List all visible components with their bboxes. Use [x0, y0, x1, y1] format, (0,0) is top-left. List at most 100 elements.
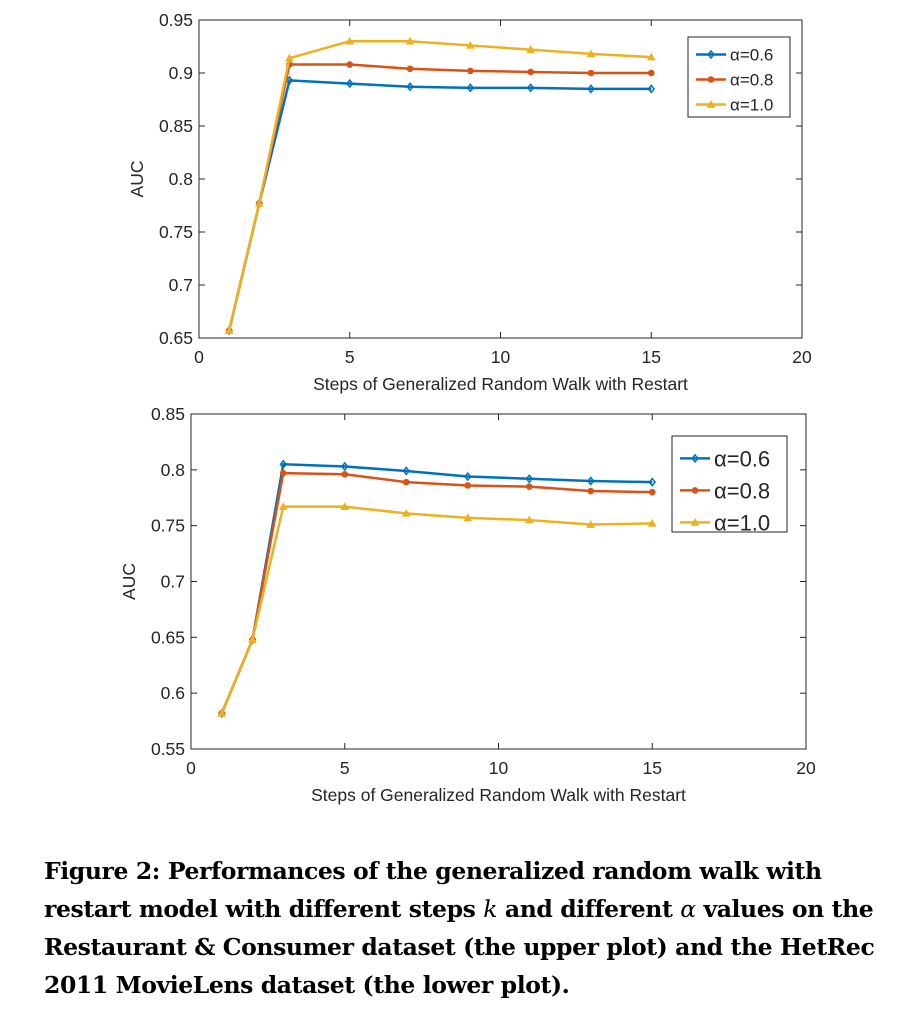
legend-label: α=0.6	[730, 46, 773, 65]
y-tick-label: 0.8	[169, 169, 193, 189]
data-point	[587, 84, 595, 94]
data-point	[217, 708, 227, 717]
caption-alpha-symbol: α	[680, 895, 696, 923]
caption-label: Figure 2:	[44, 857, 161, 885]
x-axis-label: Steps of Generalized Random Walk with Re…	[311, 785, 686, 805]
x-tick-label: 20	[796, 758, 816, 778]
data-point	[525, 483, 533, 490]
data-point	[648, 477, 657, 487]
data-point	[587, 69, 595, 77]
data-point	[586, 520, 596, 528]
data-point	[346, 61, 354, 68]
data-point	[463, 471, 472, 482]
data-point	[224, 326, 234, 334]
data-point	[285, 75, 294, 86]
data-point	[401, 508, 411, 517]
legend-label: α=1.0	[730, 96, 773, 115]
x-tick-label: 0	[186, 758, 196, 778]
data-point	[463, 513, 473, 522]
data-point	[524, 515, 534, 524]
x-tick-label: 5	[340, 758, 350, 778]
data-point	[647, 84, 656, 94]
data-point	[691, 487, 699, 494]
data-point	[707, 49, 715, 60]
x-tick-label: 10	[489, 758, 509, 778]
data-point	[647, 518, 657, 527]
data-point	[406, 65, 414, 73]
x-tick-label: 15	[643, 758, 662, 778]
data-point	[279, 469, 287, 477]
legend-label: α=0.8	[730, 71, 773, 90]
data-point	[691, 453, 699, 464]
y-tick-label: 0.85	[159, 116, 193, 136]
data-point	[586, 476, 595, 486]
x-tick-label: 15	[642, 347, 661, 367]
data-point	[402, 466, 411, 476]
y-tick-label: 0.9	[169, 63, 193, 83]
figure-caption: Figure 2: Performances of the generalize…	[44, 852, 894, 1004]
data-point	[405, 36, 415, 45]
data-point	[341, 471, 349, 478]
data-point	[525, 474, 534, 484]
data-point	[340, 461, 349, 472]
data-point	[254, 198, 264, 207]
caption-text-3: values on the Restaurant & Consumer data…	[44, 895, 875, 999]
y-axis-label: AUC	[119, 563, 139, 600]
x-tick-label: 0	[194, 347, 204, 367]
y-tick-label: 0.65	[159, 328, 193, 348]
y-tick-label: 0.75	[151, 516, 185, 536]
caption-text-2: and different	[497, 895, 681, 923]
y-tick-label: 0.95	[159, 10, 193, 30]
caption-text-1: Performances of the generalized random w…	[44, 857, 822, 923]
data-point	[526, 83, 535, 93]
series-line-3	[217, 502, 657, 717]
y-tick-label: 0.65	[151, 627, 185, 647]
legend-label: α=0.8	[714, 478, 770, 503]
y-axis-label: AUC	[127, 161, 147, 198]
x-tick-label: 5	[345, 347, 355, 367]
data-point	[466, 40, 475, 49]
data-point	[586, 49, 596, 58]
data-point	[707, 76, 715, 83]
data-point	[587, 487, 595, 495]
data-point	[690, 517, 700, 526]
y-tick-label: 0.7	[169, 275, 193, 295]
legend-box	[671, 435, 788, 533]
data-point	[647, 69, 655, 77]
data-point	[402, 478, 410, 486]
data-point	[406, 82, 414, 92]
data-point	[648, 488, 656, 496]
legend: α=0.6 α=0.8 α=1.0	[687, 36, 791, 118]
data-point	[340, 502, 350, 510]
x-tick-label: 10	[491, 347, 511, 367]
data-point	[278, 502, 288, 510]
y-tick-label: 0.85	[151, 404, 185, 424]
legend-label: α=1.0	[714, 510, 770, 535]
y-tick-label: 0.6	[161, 683, 185, 703]
data-point	[285, 53, 294, 62]
chart-lower: 0 5 10 15 20 0.55 0.6 0.65 0.7 0.75 0.8 0.85 Steps o…	[119, 404, 816, 805]
x-axis-label: Steps of Generalized Random Walk with Re…	[313, 374, 688, 394]
y-tick-label: 0.75	[159, 222, 193, 242]
data-point	[466, 83, 475, 93]
data-point	[467, 67, 474, 75]
caption-k-symbol: k	[483, 895, 498, 923]
data-point	[464, 482, 472, 489]
data-point	[345, 78, 354, 89]
data-point	[345, 36, 355, 45]
series-line-3	[224, 36, 656, 334]
data-point	[527, 68, 534, 76]
legend: α=0.6 α=0.8 α=1.0	[671, 435, 788, 535]
data-point	[646, 52, 656, 61]
data-point	[279, 459, 288, 469]
data-point	[706, 99, 716, 108]
y-tick-label: 0.8	[161, 460, 185, 480]
data-point	[526, 45, 535, 53]
x-tick-label: 20	[792, 347, 812, 367]
y-tick-label: 0.55	[151, 739, 185, 759]
chart-upper: 0 5 10 15 20 0.65 0.7 0.75 0.8 0.85 0.9 0.95 Steps o…	[127, 10, 812, 394]
data-point	[248, 635, 257, 643]
legend-label: α=0.6	[714, 446, 770, 471]
y-tick-label: 0.7	[161, 572, 185, 592]
